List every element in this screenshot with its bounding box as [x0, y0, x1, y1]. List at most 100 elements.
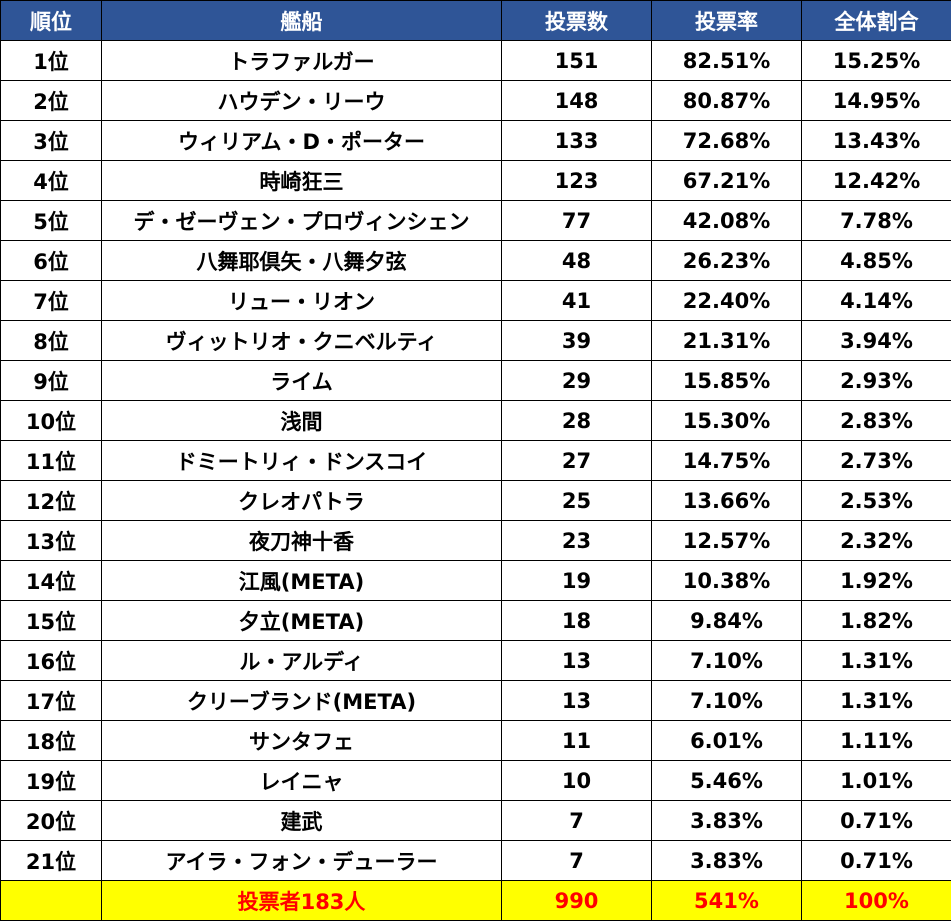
- ship-name-cell: デ・ゼーヴェン・プロヴィンシェン: [101, 200, 502, 241]
- vote-rate-cell: 67.21%: [651, 160, 802, 201]
- share-cell: 3.94%: [801, 320, 951, 361]
- votes-cell: 133: [501, 120, 652, 161]
- share-cell: 1.11%: [801, 720, 951, 761]
- vote-rate-cell: 7.10%: [651, 640, 802, 681]
- rank-cell: 5位: [0, 200, 102, 241]
- share-cell: 2.73%: [801, 440, 951, 481]
- rank-cell: 11位: [0, 440, 102, 481]
- share-cell: 1.31%: [801, 680, 951, 721]
- table-row: 1位 トラファルガー 151 82.51% 15.25%: [0, 40, 951, 81]
- ship-name-cell: 時崎狂三: [101, 160, 502, 201]
- rank-cell: 16位: [0, 640, 102, 681]
- votes-cell: 39: [501, 320, 652, 361]
- share-cell: 12.42%: [801, 160, 951, 201]
- vote-rate-cell: 22.40%: [651, 280, 802, 321]
- votes-cell: 11: [501, 720, 652, 761]
- rank-cell: 4位: [0, 160, 102, 201]
- table-footer: 投票者183人 990 541% 100%: [0, 880, 951, 921]
- total-votes-cell: 990: [501, 880, 652, 921]
- share-cell: 2.83%: [801, 400, 951, 441]
- table-row: 6位 八舞耶倶矢・八舞夕弦 48 26.23% 4.85%: [0, 240, 951, 281]
- share-cell: 0.71%: [801, 840, 951, 881]
- table-row: 18位 サンタフェ 11 6.01% 1.11%: [0, 720, 951, 761]
- table-row: 11位 ドミートリィ・ドンスコイ 27 14.75% 2.73%: [0, 440, 951, 481]
- votes-cell: 13: [501, 680, 652, 721]
- share-cell: 15.25%: [801, 40, 951, 81]
- votes-cell: 123: [501, 160, 652, 201]
- share-cell: 1.92%: [801, 560, 951, 601]
- ship-name-cell: アイラ・フォン・デューラー: [101, 840, 502, 881]
- table-row: 2位 ハウデン・リーウ 148 80.87% 14.95%: [0, 80, 951, 121]
- rank-cell: 3位: [0, 120, 102, 161]
- vote-rate-cell: 26.23%: [651, 240, 802, 281]
- vote-rate-cell: 15.85%: [651, 360, 802, 401]
- ship-name-cell: リュー・リオン: [101, 280, 502, 321]
- header-votes: 投票数: [501, 0, 652, 41]
- vote-rate-cell: 10.38%: [651, 560, 802, 601]
- ship-name-cell: 建武: [101, 800, 502, 841]
- share-cell: 2.32%: [801, 520, 951, 561]
- share-cell: 1.01%: [801, 760, 951, 801]
- table-row: 17位 クリーブランド(META) 13 7.10% 1.31%: [0, 680, 951, 721]
- total-share-cell: 100%: [801, 880, 951, 921]
- share-cell: 1.31%: [801, 640, 951, 681]
- ship-name-cell: トラファルガー: [101, 40, 502, 81]
- ship-name-cell: クリーブランド(META): [101, 680, 502, 721]
- vote-rate-cell: 72.68%: [651, 120, 802, 161]
- vote-rate-cell: 6.01%: [651, 720, 802, 761]
- ship-name-cell: レイニャ: [101, 760, 502, 801]
- ship-name-cell: ライム: [101, 360, 502, 401]
- votes-cell: 18: [501, 600, 652, 641]
- table-row: 19位 レイニャ 10 5.46% 1.01%: [0, 760, 951, 801]
- table-row: 3位 ウィリアム・D・ポーター 133 72.68% 13.43%: [0, 120, 951, 161]
- votes-cell: 19: [501, 560, 652, 601]
- header-ship: 艦船: [101, 0, 502, 41]
- votes-cell: 13: [501, 640, 652, 681]
- table-row: 7位 リュー・リオン 41 22.40% 4.14%: [0, 280, 951, 321]
- total-rate-cell: 541%: [651, 880, 802, 921]
- vote-rate-cell: 42.08%: [651, 200, 802, 241]
- vote-rate-cell: 3.83%: [651, 800, 802, 841]
- table-header: 順位 艦船 投票数 投票率 全体割合: [0, 0, 951, 41]
- share-cell: 1.82%: [801, 600, 951, 641]
- rank-cell: 1位: [0, 40, 102, 81]
- table-row: 4位 時崎狂三 123 67.21% 12.42%: [0, 160, 951, 201]
- votes-cell: 7: [501, 800, 652, 841]
- share-cell: 4.14%: [801, 280, 951, 321]
- header-row: 順位 艦船 投票数 投票率 全体割合: [0, 0, 951, 41]
- share-cell: 2.93%: [801, 360, 951, 401]
- table-row: 14位 江風(META) 19 10.38% 1.92%: [0, 560, 951, 601]
- rank-cell: 2位: [0, 80, 102, 121]
- rank-cell: 21位: [0, 840, 102, 881]
- rank-cell: 8位: [0, 320, 102, 361]
- ship-name-cell: 江風(META): [101, 560, 502, 601]
- ship-name-cell: サンタフェ: [101, 720, 502, 761]
- vote-rate-cell: 5.46%: [651, 760, 802, 801]
- votes-cell: 151: [501, 40, 652, 81]
- votes-cell: 148: [501, 80, 652, 121]
- vote-rate-cell: 13.66%: [651, 480, 802, 521]
- share-cell: 4.85%: [801, 240, 951, 281]
- table-row: 8位 ヴィットリオ・クニベルティ 39 21.31% 3.94%: [0, 320, 951, 361]
- total-voters-cell: 投票者183人: [101, 880, 502, 921]
- ship-name-cell: 夜刀神十香: [101, 520, 502, 561]
- vote-rate-cell: 9.84%: [651, 600, 802, 641]
- total-row: 投票者183人 990 541% 100%: [0, 880, 951, 921]
- table-body: 1位 トラファルガー 151 82.51% 15.25% 2位 ハウデン・リーウ 148 80.…: [0, 40, 951, 881]
- ship-name-cell: ハウデン・リーウ: [101, 80, 502, 121]
- table-row: 12位 クレオパトラ 25 13.66% 2.53%: [0, 480, 951, 521]
- votes-cell: 25: [501, 480, 652, 521]
- votes-cell: 29: [501, 360, 652, 401]
- table-row: 15位 夕立(META) 18 9.84% 1.82%: [0, 600, 951, 641]
- share-cell: 13.43%: [801, 120, 951, 161]
- table-row: 16位 ル・アルディ 13 7.10% 1.31%: [0, 640, 951, 681]
- rank-cell: 6位: [0, 240, 102, 281]
- table-row: 9位 ライム 29 15.85% 2.93%: [0, 360, 951, 401]
- vote-rate-cell: 82.51%: [651, 40, 802, 81]
- vote-rate-cell: 80.87%: [651, 80, 802, 121]
- share-cell: 7.78%: [801, 200, 951, 241]
- table-row: 10位 浅間 28 15.30% 2.83%: [0, 400, 951, 441]
- ship-name-cell: ウィリアム・D・ポーター: [101, 120, 502, 161]
- rank-cell: 17位: [0, 680, 102, 721]
- vote-rate-cell: 3.83%: [651, 840, 802, 881]
